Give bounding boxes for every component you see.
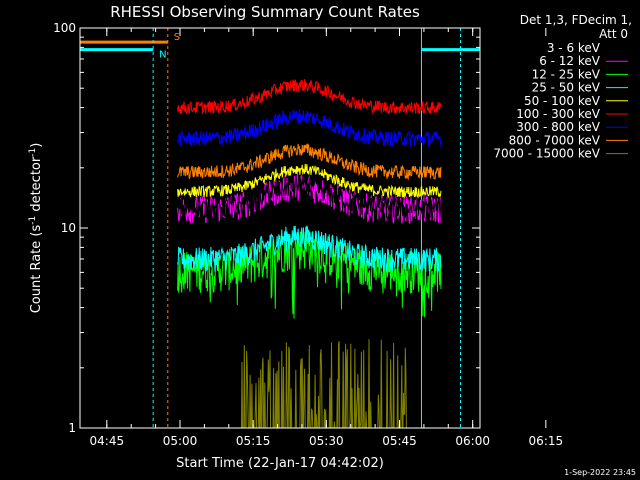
legend-label-3: 25 - 50 keV (532, 81, 601, 95)
y-axis-label: Count Rate (s-1 detector-1) (28, 143, 44, 314)
series-line-0 (177, 175, 442, 219)
series-line-1 (177, 173, 442, 224)
legend-label-6: 300 - 800 keV (516, 120, 600, 134)
y-tick-label-0: 1 (68, 421, 76, 435)
series-line-7 (177, 142, 442, 181)
legend-label-4: 50 - 100 keV (524, 94, 601, 108)
legend-label-8: 7000 - 15000 keV (493, 147, 600, 161)
timestamp: 1-Sep-2022 23:45 (564, 468, 636, 477)
flag-label-n: N (159, 50, 166, 61)
series-line-5 (177, 79, 442, 115)
series-line-2 (177, 231, 442, 319)
axes-layer: 04:45 05:00 05:15 05:30 05:45 06:00 06:15 1 10 10… (53, 21, 563, 448)
x-tick-label-1: 05:00 (163, 434, 198, 448)
x-tick-label-4: 05:45 (382, 434, 417, 448)
legend-label-0: 3 - 6 keV (547, 41, 601, 55)
chart-title: RHESSI Observing Summary Count Rates (110, 3, 420, 21)
legend-label-2: 12 - 25 keV (532, 67, 601, 81)
x-tick-label-0: 04:45 (90, 434, 125, 448)
x-tick-label-6: 06:15 (529, 434, 564, 448)
series-line-4 (177, 163, 442, 199)
x-tick-label-5: 06:00 (455, 434, 490, 448)
x-tick-label-2: 05:15 (236, 434, 271, 448)
legend-label-7: 800 - 7000 keV (509, 133, 601, 147)
series-line-6 (177, 109, 442, 149)
legend-label-1: 6 - 12 keV (539, 54, 601, 68)
x-axis-label: Start Time (22-Jan-17 04:42:02) (176, 456, 384, 471)
flag-label-s: S (174, 32, 180, 43)
legend-header-line-2: Att 0 (599, 27, 628, 41)
legend-header-line-1: Det 1,3, FDecim 1, (520, 13, 632, 27)
y-tick-label-2: 100 (53, 21, 76, 35)
series-line-3 (177, 225, 442, 272)
legend-label-5: 100 - 300 keV (516, 107, 600, 121)
data-layer: SN (79, 28, 480, 429)
x-tick-label-3: 05:30 (309, 434, 344, 448)
y-tick-label-1: 10 (61, 221, 76, 235)
